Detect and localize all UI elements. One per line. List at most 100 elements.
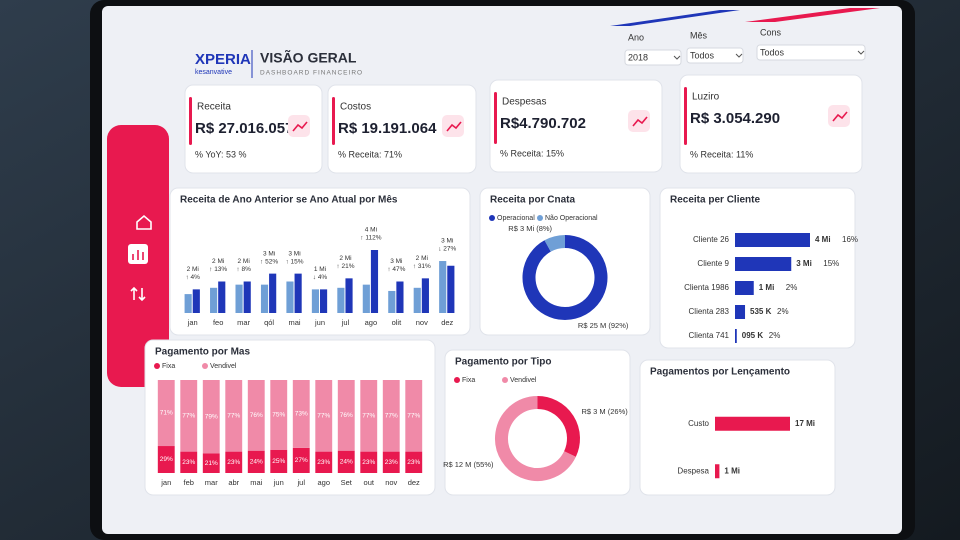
chart-title: Pagamento por Tipo (455, 357, 552, 368)
x-tick-label: qól (264, 318, 274, 327)
kpi-icon-glyph (832, 111, 848, 122)
kpi-label: Luziro (692, 92, 720, 103)
bar-segment (315, 380, 333, 452)
category-label: Clienta 283 (689, 307, 730, 316)
x-tick-label: jan (187, 318, 198, 327)
kpi-note: % Receita: 15% (500, 148, 564, 158)
kpi-label: Costos (340, 102, 371, 113)
category-label: Cliente 9 (697, 259, 729, 268)
donut-label: R$ 3 M (26%) (581, 407, 628, 416)
bar (735, 281, 754, 295)
segment-label: 29% (160, 456, 173, 463)
kpi-value: R$ 27.016.057 (195, 120, 293, 137)
segment-label: 23% (362, 459, 375, 466)
x-tick-label: dez (441, 318, 453, 327)
kpi-icon-glyph (446, 121, 462, 132)
share-label: 2% (786, 283, 798, 292)
kpi-note: % Receita: 71% (338, 149, 402, 159)
bar (337, 287, 345, 313)
card (444, 349, 631, 496)
filter-dropdown[interactable] (686, 47, 744, 64)
bar-change: ↑ 31% (413, 263, 431, 270)
bar-annotation: 2 Mi (416, 255, 428, 262)
x-tick-label: jun (314, 318, 325, 327)
bar-segment (202, 380, 220, 454)
donut-label: R$ 3 Mi (8%) (508, 224, 552, 233)
bar (311, 289, 319, 313)
filter-label: Ano (628, 32, 644, 42)
bar-segment (225, 451, 243, 473)
dropdown-chevron (857, 50, 865, 55)
category-label: Cliente 26 (693, 235, 730, 244)
filter-value: Todos (690, 50, 715, 60)
bar-change: ↓ 4% (313, 274, 328, 281)
bar (447, 265, 455, 313)
value-label: 4 Mi (815, 235, 831, 244)
bar-annotation: 3 Mi (263, 250, 275, 257)
segment-label: 79% (205, 413, 218, 420)
bar-segment (337, 450, 355, 473)
bar-annotation: 2 Mi (187, 266, 199, 273)
x-tick-label: mar (205, 478, 218, 487)
value-label: 095 K (742, 331, 764, 340)
kpi-label: Receita (197, 102, 231, 113)
bar-change: ↑ 8% (236, 266, 251, 273)
bar-change: ↑ 21% (336, 263, 354, 270)
value-label: 535 K (750, 307, 772, 316)
bar (370, 250, 379, 313)
sidebar-icons (128, 214, 152, 302)
legend-label: Não Operacional (545, 215, 598, 222)
segment-label: 77% (385, 413, 398, 420)
chart-title: Pagamentos por Lençamento (650, 367, 790, 378)
bar-annotation: 1 Mi (314, 266, 326, 273)
legend-swatch (454, 377, 460, 383)
donut-label: R$ 12 M (55%) (443, 460, 494, 469)
x-tick-label: abr (228, 478, 239, 487)
filter-label: Cons (760, 27, 782, 37)
sort-icon[interactable] (130, 286, 146, 302)
segment-label: 77% (407, 413, 420, 420)
card (489, 79, 663, 173)
bar-change: ↑ 15% (286, 258, 304, 265)
bar-change: ↑ 13% (209, 266, 227, 273)
x-tick-label: nov (385, 478, 397, 487)
segment-label: 23% (182, 459, 195, 466)
segment-label: 71% (160, 410, 173, 417)
x-tick-label: feo (213, 318, 223, 327)
bar-segment (315, 451, 333, 473)
x-tick-label: dez (408, 478, 420, 487)
donut-slice (522, 235, 608, 320)
chart-title: Receita per Cliente (670, 195, 760, 206)
chart-title: Receita de Ano Anterior se Ano Atual por… (180, 195, 398, 206)
legend-label: Fixa (462, 377, 475, 384)
segment-label: 73% (295, 411, 308, 418)
bar (210, 287, 218, 313)
x-tick-label: jul (296, 478, 305, 487)
category-label: Despesa (677, 466, 709, 475)
bar-segment (360, 451, 378, 473)
x-tick-label: out (364, 478, 375, 487)
bar (192, 289, 200, 313)
brand: XPERIA (195, 51, 251, 68)
bar-segment (225, 380, 243, 452)
bar-annotation: 2 Mi (237, 258, 249, 265)
filter-dropdown[interactable] (756, 44, 866, 61)
segment-label: 24% (340, 459, 353, 466)
segment-label: 77% (317, 413, 330, 420)
legend-label: Vendivel (510, 377, 537, 384)
decor-stripe (745, 8, 880, 22)
legend-swatch (537, 215, 543, 221)
category-label: Custo (688, 419, 709, 428)
legend-label: Operacional (497, 215, 535, 222)
bar (286, 281, 294, 313)
legend-label: Vendivel (210, 363, 237, 370)
bar (294, 273, 302, 313)
home-icon[interactable] (136, 214, 152, 230)
segment-label: 24% (250, 459, 263, 466)
bar-annotation: 2 Mi (212, 258, 224, 265)
bar-segment (382, 451, 400, 473)
filter-dropdown[interactable] (624, 49, 682, 66)
card (327, 84, 477, 174)
